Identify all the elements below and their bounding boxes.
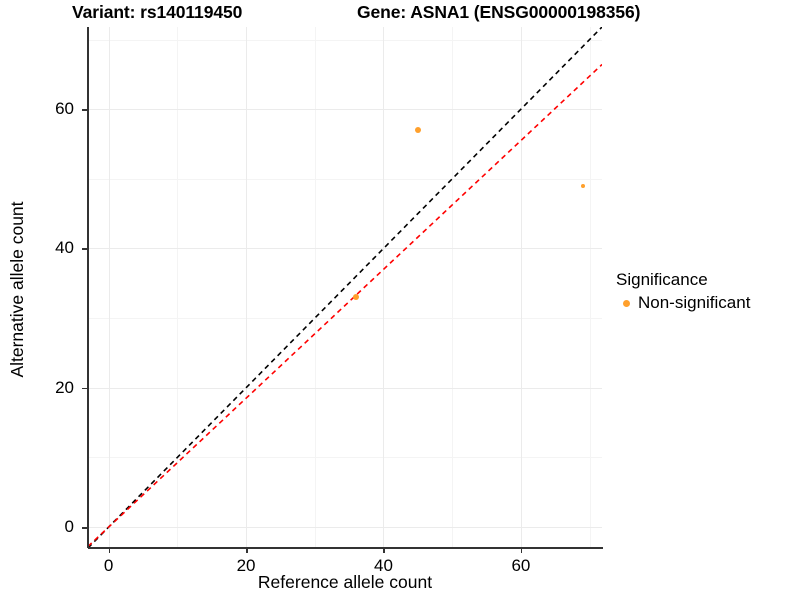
legend-entries: Non-significant [616,292,750,314]
grid-line-minor-vertical [314,27,316,548]
y-tick-label: 0 [64,517,74,537]
x-tick-label: 40 [374,556,393,575]
identity-line [88,27,602,548]
variant-title: Variant: rs140119450 [72,2,243,22]
x-tick-label: 0 [103,556,114,575]
expected-ratio-line [88,63,602,548]
y-tick-mark [82,109,87,111]
x-tick-label: 60 [511,556,531,575]
y-tick-mark [82,387,87,390]
gene-title: Gene: ASNA1 (ENSG00000198356) [357,2,641,22]
grid-line-minor-horizontal [88,39,602,41]
data-point [352,294,359,301]
y-tick-label: 20 [55,377,74,397]
x-tick-mark [246,548,248,553]
grid-line-minor-horizontal [88,178,602,180]
legend: Significance Non-significant [616,270,750,314]
grid-line-minor-vertical [177,27,179,548]
grid-line-major-horizontal [88,248,602,250]
grid-line-major-horizontal [88,527,602,529]
legend-item[interactable]: Non-significant [616,292,750,314]
y-axis-title: Alternative allele count [7,201,27,378]
plot-panel [88,27,602,548]
grid-line-minor-horizontal [88,318,602,320]
legend-title: Significance [616,270,708,289]
x-tick-mark [520,548,523,553]
legend-item-label: Non-significant [638,293,751,312]
grid-line-major-horizontal [88,387,602,389]
x-axis-line [88,547,603,549]
y-axis-line [87,27,89,548]
legend-point-icon [616,293,636,313]
y-tick-mark [82,248,87,250]
grid-line-minor-vertical [452,27,454,548]
x-tick-mark [108,548,111,553]
y-tick-label: 60 [55,99,74,119]
data-point [414,127,421,134]
grid-line-minor-horizontal [88,457,602,459]
x-tick-mark [383,548,385,553]
y-tick-label: 40 [55,238,74,258]
grid-line-major-vertical [383,27,385,548]
grid-line-minor-vertical [589,27,591,548]
grid-line-major-horizontal [88,109,602,111]
x-tick-label: 20 [236,556,256,575]
grid-line-major-vertical [246,27,248,548]
grid-line-major-vertical [108,27,110,548]
y-tick-mark [82,527,87,529]
x-axis-title: Reference allele count [257,572,433,592]
grid-line-major-vertical [520,27,522,548]
data-point [580,183,585,188]
reference-lines-layer [88,27,602,548]
